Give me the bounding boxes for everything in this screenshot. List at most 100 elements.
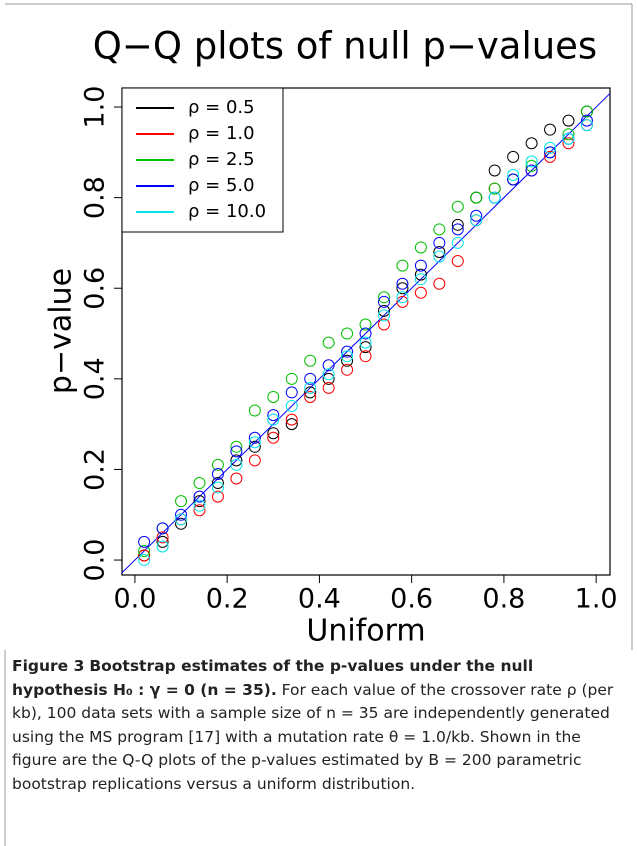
point [377,318,390,331]
point [211,477,224,490]
point [267,413,280,426]
point [230,472,243,485]
chart-title: Q−Q plots of null p−values [93,25,597,68]
point [211,458,224,471]
point [414,268,427,281]
point [230,445,243,458]
x-tick-label: 0.6 [390,584,433,615]
point [193,504,206,517]
point [341,354,354,367]
point [451,218,464,231]
y-tick-label: 0.8 [80,176,111,219]
point [285,372,298,385]
point [562,114,575,127]
x-tick-label: 0.0 [113,584,156,615]
point [304,354,317,367]
point [267,427,280,440]
caption-text: For each value of the crossover rate ρ (… [12,680,614,793]
y-tick-label: 0.6 [80,267,111,310]
point [175,508,188,521]
point [396,291,409,304]
point [507,150,520,163]
point [267,390,280,403]
point [451,200,464,213]
point [267,409,280,422]
point [248,436,261,449]
point [341,363,354,376]
point [156,535,169,548]
point [562,137,575,150]
legend-label: ρ = 1.0 [188,123,255,144]
point [525,159,538,172]
point [451,236,464,249]
point [304,372,317,385]
point [285,386,298,399]
point [285,413,298,426]
point [193,495,206,508]
point [488,182,501,195]
point [175,513,188,526]
point [580,119,593,132]
point [138,535,151,548]
point [138,554,151,567]
x-tick-label: 0.4 [298,584,341,615]
point [322,372,335,385]
point [359,350,372,363]
point [267,431,280,444]
point [248,454,261,467]
x-tick-label: 0.8 [482,584,525,615]
point [433,245,446,258]
point [396,259,409,272]
point [341,327,354,340]
x-axis-label: Uniform [306,614,425,649]
point [451,255,464,268]
point [451,223,464,236]
point [304,381,317,394]
point [525,137,538,150]
point [359,327,372,340]
legend-label: ρ = 5.0 [188,175,255,196]
plot-box [121,87,611,576]
point [377,295,390,308]
point [230,458,243,471]
point [304,390,317,403]
point [470,191,483,204]
point [359,341,372,354]
point [507,173,520,186]
point [193,477,206,490]
caption-label: Figure 3 [12,657,85,675]
point [211,490,224,503]
point [341,345,354,358]
point [544,146,557,159]
point [359,318,372,331]
caption-title: Bootstrap estimates of the p-values unde… [12,657,534,699]
chart: Q−Q plots of null p−values Uniform p−val… [5,3,633,650]
point [193,499,206,512]
point [322,368,335,381]
point [377,304,390,317]
point [377,291,390,304]
point [285,418,298,431]
point [488,164,501,177]
y-tick-label: 1.0 [80,86,111,129]
point [580,105,593,118]
point [193,490,206,503]
point [525,155,538,168]
y-tick-label: 0.0 [80,539,111,582]
point [525,164,538,177]
point [211,467,224,480]
point [248,404,261,417]
legend-label: ρ = 2.5 [188,149,255,170]
point [414,273,427,286]
x-tick-label: 1.0 [575,584,618,615]
point [156,540,169,553]
point [175,517,188,530]
point [544,141,557,154]
point [562,132,575,145]
point [433,250,446,263]
point [414,286,427,299]
point [322,336,335,349]
point [322,381,335,394]
point [156,531,169,544]
